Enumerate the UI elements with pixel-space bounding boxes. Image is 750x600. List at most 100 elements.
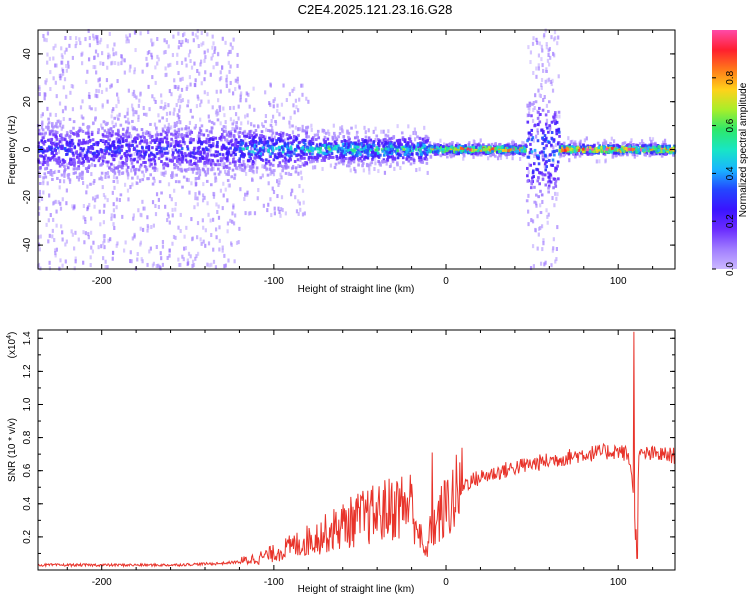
heatmap-core-point: [353, 136, 357, 140]
heatmap-scatter-point: [133, 232, 136, 237]
heatmap-core-point: [354, 141, 357, 145]
heatmap-core-point: [390, 136, 394, 140]
heatmap-scatter-point: [52, 56, 55, 61]
heatmap-scatter-point: [145, 112, 148, 117]
heatmap-core-point: [257, 150, 260, 154]
heatmap-scatter-point: [152, 261, 155, 266]
heatmap-scatter-point: [226, 229, 229, 234]
heatmap-core-point: [194, 156, 198, 160]
heatmap-core-point: [367, 147, 370, 151]
heatmap-core-point: [58, 164, 62, 168]
heatmap-core-point: [269, 155, 272, 159]
heatmap-core-point: [334, 140, 337, 144]
heatmap-core-point: [173, 125, 177, 129]
heatmap-core-point: [425, 161, 429, 165]
heatmap-core-point: [142, 160, 145, 164]
heatmap-core-point: [317, 153, 321, 157]
heatmap-core-point: [90, 107, 93, 111]
heatmap-core-point: [102, 134, 105, 138]
heatmap-scatter-point: [171, 139, 175, 144]
heatmap-core-point: [414, 145, 417, 149]
heatmap-scatter-point: [64, 259, 67, 264]
heatmap-core-point: [232, 157, 235, 161]
heatmap-scatter-point: [552, 246, 555, 251]
heatmap-core-point: [621, 145, 625, 149]
heatmap-scatter-point: [177, 262, 181, 267]
heatmap-scatter-point: [203, 195, 206, 200]
heatmap-core-point: [214, 136, 218, 140]
heatmap-scatter-point: [99, 175, 103, 180]
heatmap-scatter-point: [92, 33, 95, 38]
heatmap-core-point: [222, 156, 226, 160]
heatmap-scatter-point: [190, 65, 194, 70]
heatmap-scatter-point: [288, 124, 291, 129]
heatmap-core-point: [217, 167, 220, 171]
heatmap-core-point: [395, 139, 399, 143]
heatmap-core-point: [543, 173, 547, 177]
heatmap-scatter-point: [295, 209, 299, 214]
heatmap-core-point: [527, 113, 530, 117]
heatmap-core-point: [657, 148, 661, 152]
heatmap-core-point: [81, 157, 85, 161]
heatmap-core-point: [286, 165, 290, 169]
heatmap-core-point: [527, 137, 530, 141]
heatmap-core-point: [333, 166, 337, 170]
heatmap-scatter-point: [97, 245, 100, 250]
heatmap-core-point: [37, 145, 40, 149]
heatmap-scatter-point: [177, 45, 180, 50]
heatmap-core-point: [69, 157, 72, 161]
heatmap-core-point: [131, 143, 134, 147]
heatmap-core-point: [72, 120, 76, 124]
heatmap-core-point: [627, 143, 630, 147]
heatmap-core-point: [72, 153, 75, 157]
heatmap-scatter-point: [293, 110, 296, 115]
heatmap-core-point: [136, 160, 139, 164]
heatmap-core-point: [603, 151, 607, 155]
heatmap-core-point: [55, 152, 58, 156]
heatmap-core-point: [256, 155, 259, 159]
heatmap-scatter-point: [112, 107, 115, 112]
heatmap-scatter-point: [175, 137, 178, 142]
heatmap-scatter-point: [472, 139, 475, 144]
heatmap-core-point: [419, 150, 422, 154]
heatmap-scatter-point: [58, 138, 61, 143]
heatmap-core-point: [529, 186, 533, 190]
heatmap-scatter-point: [546, 220, 549, 225]
heatmap-scatter-point: [173, 107, 176, 112]
heatmap-scatter-point: [327, 129, 330, 134]
heatmap-core-point: [125, 163, 129, 167]
heatmap-core-point: [40, 122, 44, 126]
heatmap-core-point: [324, 155, 327, 159]
heatmap-core-point: [663, 145, 667, 149]
heatmap-core-point: [107, 128, 110, 132]
heatmap-core-point: [78, 154, 82, 158]
spectrum-y-tick-label: -40: [22, 237, 33, 252]
heatmap-core-point: [58, 140, 62, 144]
heatmap-core-point: [555, 120, 559, 124]
heatmap-core-point: [44, 167, 47, 171]
heatmap-core-point: [129, 158, 133, 162]
heatmap-scatter-point: [64, 35, 67, 40]
heatmap-scatter-point: [198, 191, 201, 196]
heatmap-core-point: [106, 160, 110, 164]
heatmap-core-point: [248, 140, 252, 144]
heatmap-core-point: [76, 175, 79, 179]
heatmap-core-point: [406, 154, 409, 158]
heatmap-core-point: [169, 142, 173, 146]
heatmap-scatter-point: [207, 99, 210, 104]
heatmap-core-point: [347, 135, 350, 139]
heatmap-core-point: [478, 147, 481, 151]
heatmap-core-point: [377, 144, 381, 148]
heatmap-core-point: [467, 143, 471, 147]
heatmap-core-point: [131, 119, 134, 123]
heatmap-scatter-point: [551, 152, 554, 157]
heatmap-core-point: [277, 152, 280, 156]
heatmap-scatter-point: [154, 80, 157, 85]
heatmap-core-point: [274, 153, 277, 157]
heatmap-core-point: [145, 139, 148, 143]
heatmap-core-point: [207, 158, 211, 162]
heatmap-core-point: [616, 149, 619, 153]
heatmap-core-point: [308, 150, 311, 154]
heatmap-core-point: [229, 146, 232, 150]
